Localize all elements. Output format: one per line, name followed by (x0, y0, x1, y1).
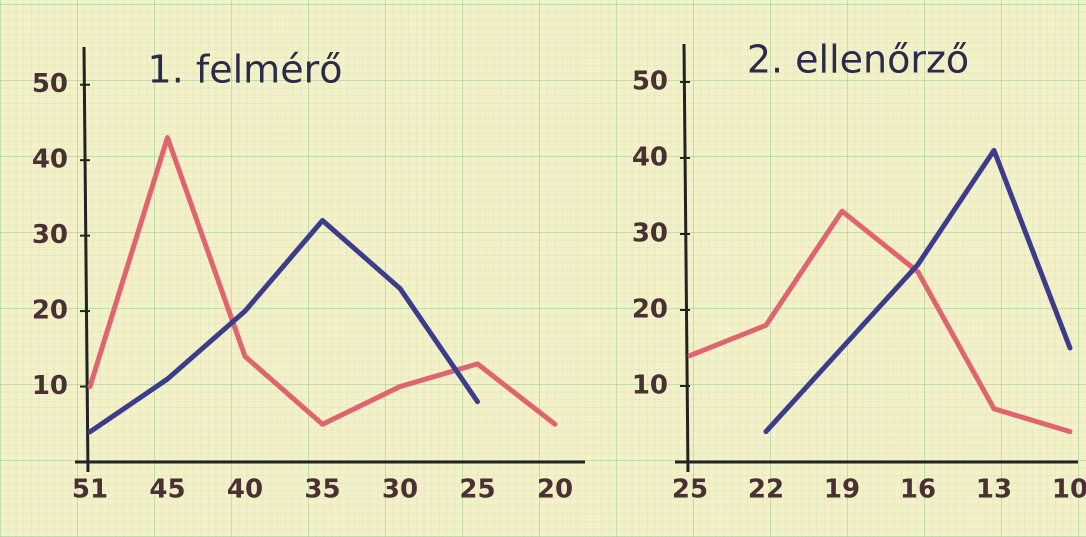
x-tick-label: 45 (149, 475, 185, 505)
y-tick-label: 10 (632, 371, 668, 401)
x-tick-label: 22 (748, 475, 784, 505)
y-tick-label: 50 (32, 69, 68, 99)
x-tick-label: 19 (824, 475, 860, 505)
x-tick-label: 13 (976, 475, 1012, 505)
y-tick-label: 20 (32, 296, 68, 326)
y-axis (84, 47, 88, 472)
x-tick-label: 35 (304, 475, 340, 505)
y-tick-label: 40 (32, 145, 68, 175)
chart-title: 1. felmérő (148, 48, 343, 92)
line-series (90, 221, 478, 432)
y-tick-label: 30 (632, 219, 668, 249)
y-tick-label: 20 (632, 295, 668, 325)
line-series (766, 150, 1070, 431)
y-tick-label: 10 (32, 371, 68, 401)
y-tick-label: 50 (632, 67, 668, 97)
y-axis (684, 44, 688, 472)
chart: 1. felmérő 2. ellenőrző 10 20 30 40 50 51 45 40… (0, 0, 1086, 537)
y-tick-label: 40 (632, 143, 668, 173)
x-tick-label: 30 (382, 475, 418, 505)
line-series (690, 211, 1070, 431)
x-tick-label: 40 (227, 475, 263, 505)
x-tick-label: 25 (459, 475, 495, 505)
x-tick-label: 20 (537, 475, 573, 505)
y-tick-label: 30 (32, 220, 68, 250)
chart-title: 2. ellenőrző (747, 38, 969, 82)
page: 1. felmérő 2. ellenőrző 10 20 30 40 50 51 45 40… (0, 0, 1086, 537)
x-tick-label: 16 (900, 475, 936, 505)
x-tick-label: 25 (672, 475, 708, 505)
x-tick-label: 51 (72, 475, 108, 505)
x-tick-label: 10 (1052, 475, 1086, 505)
